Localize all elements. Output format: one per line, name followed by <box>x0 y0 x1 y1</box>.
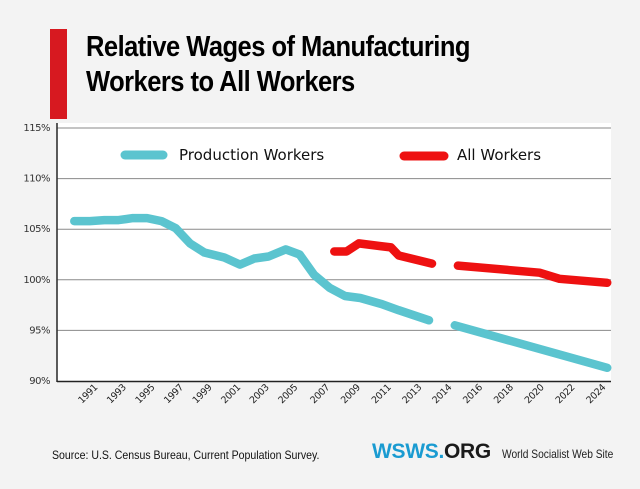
y-tick-label: 105% <box>23 224 50 235</box>
legend-item-all-workers: All Workers <box>399 146 541 164</box>
y-tick-label: 90% <box>29 376 50 387</box>
series-line-production-workers-segment-2 <box>450 321 612 373</box>
y-tick-label: 100% <box>23 275 50 286</box>
x-tick-label: 2014 <box>430 382 454 406</box>
x-tick-label: 2022 <box>554 382 578 406</box>
legend-label-all-workers: All Workers <box>457 146 541 164</box>
logo-part-org: ORG <box>444 440 491 463</box>
source-note: Source: U.S. Census Bureau, Current Popu… <box>52 448 320 462</box>
gridlines <box>57 127 611 331</box>
x-tick-label: 2016 <box>461 382 485 406</box>
x-axis-ticks: 1991 1993 1995 1997 1999 2001 2003 2005 2007 2009… <box>76 382 608 406</box>
series-line-all-workers-segment-1 <box>330 239 437 268</box>
series-line-all-workers-segment-2 <box>453 261 612 288</box>
x-tick-label: 1991 <box>76 382 100 406</box>
legend-label-production-workers: Production Workers <box>179 146 324 164</box>
y-tick-label: 95% <box>29 325 50 336</box>
chart-title-line1: Relative Wages of Manufacturing <box>86 31 471 63</box>
logo-part-wsws: WSWS. <box>372 440 444 463</box>
brand-subtitle: World Socialist Web Site <box>502 447 614 461</box>
y-tick-label: 110% <box>23 174 50 185</box>
x-tick-label: 2024 <box>584 382 608 406</box>
chart-title: Relative Wages of Manufacturing Workers … <box>86 30 544 100</box>
x-tick-label: 2018 <box>492 382 516 406</box>
x-tick-label: 2003 <box>248 382 272 406</box>
title-accent-bar <box>50 29 67 119</box>
wsws-logo[interactable]: WSWS.ORG <box>372 440 491 464</box>
chart-title-line2: Workers to All Workers <box>86 66 355 98</box>
x-tick-label: 2011 <box>370 382 394 406</box>
legend-item-production-workers: Production Workers <box>120 146 324 164</box>
y-tick-label: 115% <box>23 123 50 134</box>
x-tick-label: 1997 <box>162 382 186 406</box>
x-tick-label: 2005 <box>276 382 300 406</box>
x-tick-label: 2007 <box>308 382 332 406</box>
legend: Production Workers All Workers <box>120 146 541 164</box>
x-tick-label: 1993 <box>105 382 129 406</box>
x-tick-label: 2020 <box>523 382 547 406</box>
x-tick-label: 1995 <box>134 382 158 406</box>
x-tick-label: 2001 <box>219 382 243 406</box>
series-group <box>70 213 612 373</box>
x-tick-label: 1999 <box>191 382 215 406</box>
y-axis-ticks: 90% 95% 100% 105% 110% 115% <box>23 123 50 387</box>
x-tick-label: 2009 <box>339 382 363 406</box>
x-tick-label: 2013 <box>400 382 424 406</box>
